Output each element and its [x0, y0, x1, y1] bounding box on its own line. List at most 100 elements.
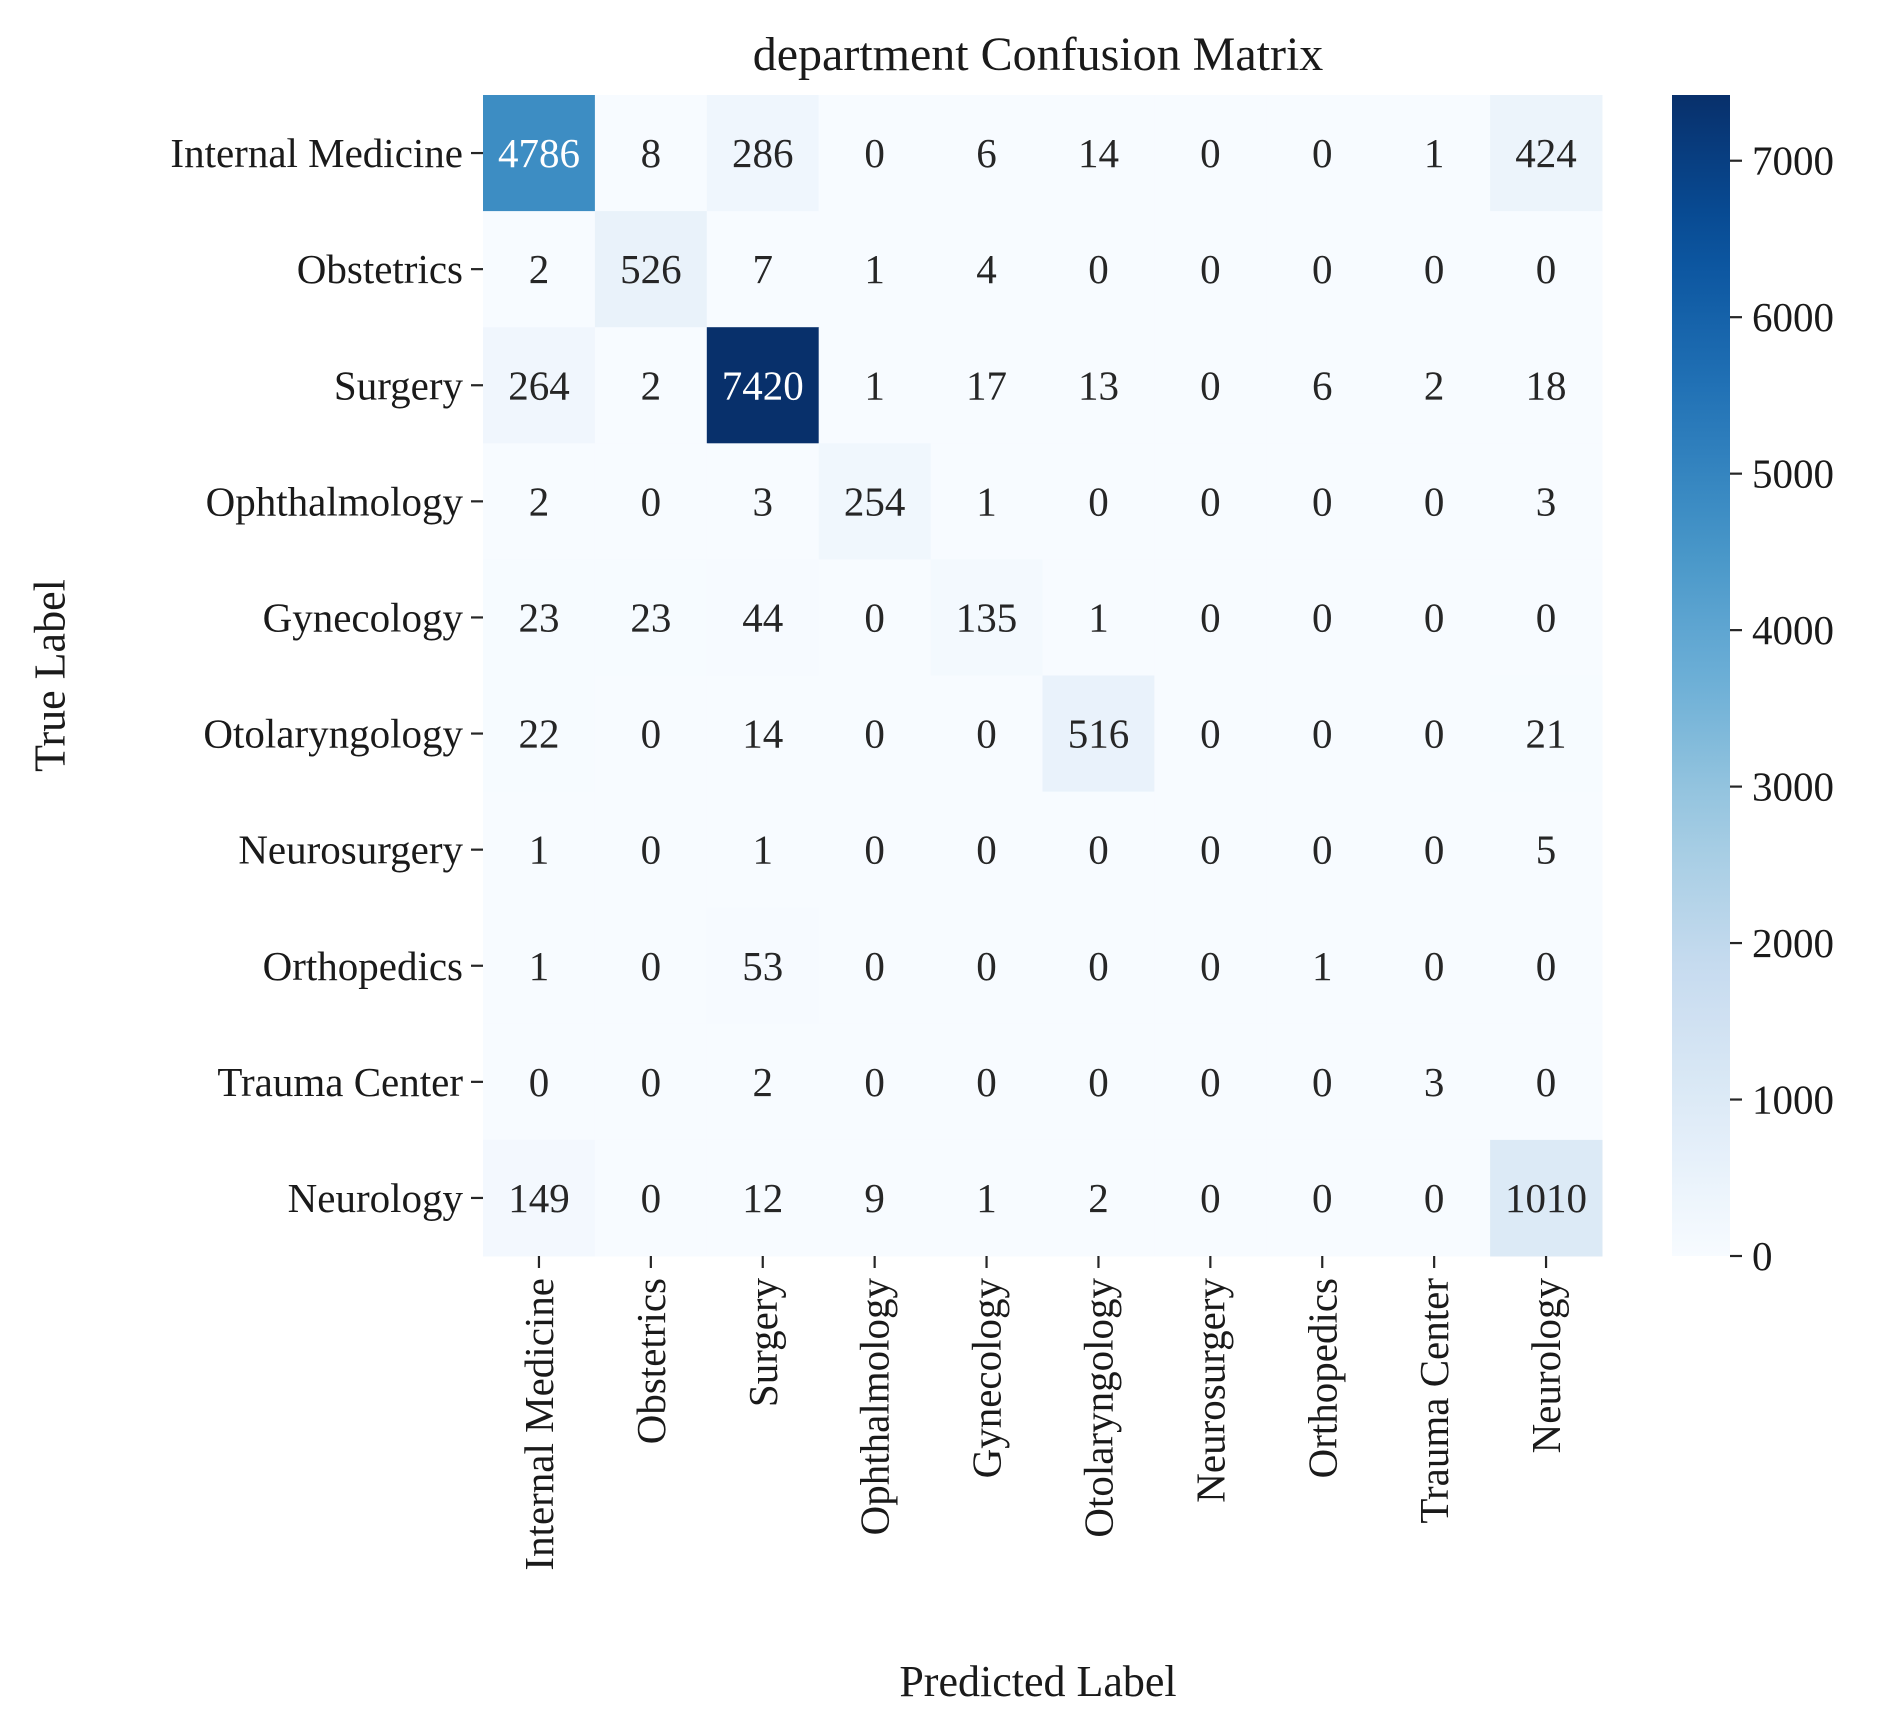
cell-value-label: 0: [641, 1059, 662, 1105]
cell-value-label: 13: [1078, 362, 1119, 408]
heatmap-cell: [706, 907, 820, 1025]
heatmap-cell: [818, 791, 932, 909]
heatmap-cell: [1042, 443, 1155, 560]
heatmap-cell: [1042, 907, 1155, 1025]
cell-value-label: 1: [753, 827, 774, 873]
heatmap-cell: [1266, 675, 1379, 793]
cell-value-label: 0: [1088, 827, 1109, 873]
cell-value-label: 0: [1424, 594, 1445, 640]
cell-value-label: 22: [518, 711, 559, 757]
cell-value-label: 0: [976, 1059, 997, 1105]
cell-value-label: 0: [1424, 478, 1445, 524]
heatmap-cell: [1154, 1023, 1267, 1141]
heatmap-cell: [930, 1139, 1043, 1257]
x-tick-label: Surgery: [740, 1278, 786, 1408]
cell-value-label: 424: [1515, 130, 1577, 176]
cell-value-label: 17: [966, 362, 1007, 408]
heatmap-cell: [594, 791, 708, 909]
cell-value-label: 0: [1536, 594, 1557, 640]
cell-value-label: 0: [1088, 478, 1109, 524]
cell-value-label: 0: [864, 711, 885, 757]
y-tick-label: Trauma Center: [217, 1059, 463, 1105]
heatmap-cell: [706, 95, 820, 212]
heatmap-cell: [930, 1023, 1043, 1141]
heatmap-cell: [1266, 559, 1379, 676]
cell-value-label: 0: [864, 130, 885, 176]
cell-value-label: 6: [1312, 362, 1333, 408]
colorbar-tick-label: 3000: [1752, 764, 1834, 810]
heatmap-cell: [930, 95, 1043, 212]
y-tick-label: Internal Medicine: [170, 130, 463, 176]
heatmap-cell: [930, 443, 1043, 560]
heatmap-cell: [1490, 675, 1603, 793]
heatmap-cell: [483, 559, 596, 676]
heatmap-cell: [818, 675, 932, 793]
heatmap-cell: [1042, 559, 1155, 676]
heatmap-cell: [818, 211, 932, 328]
heatmap-cell: [483, 443, 596, 560]
cell-value-label: 6: [976, 130, 997, 176]
cell-value-label: 0: [1312, 478, 1333, 524]
heatmap-cell: [818, 907, 932, 1025]
cell-value-label: 0: [1200, 943, 1221, 989]
cell-value-label: 53: [742, 943, 783, 989]
cell-value-label: 0: [641, 827, 662, 873]
cell-value-label: 0: [1424, 1175, 1445, 1221]
heatmap-cell: [930, 559, 1043, 676]
cell-value-label: 0: [1536, 943, 1557, 989]
cell-value-label: 516: [1068, 711, 1130, 757]
cell-value-label: 8: [641, 130, 662, 176]
colorbar-tick-label: 1000: [1752, 1077, 1834, 1123]
cell-value-label: 0: [641, 478, 662, 524]
y-tick-label: Neurosurgery: [238, 827, 463, 873]
heatmap-cell: [1490, 1139, 1603, 1257]
heatmap-cell: [706, 1023, 820, 1141]
cell-value-label: 0: [1088, 246, 1109, 292]
cell-value-label: 0: [1088, 1059, 1109, 1105]
heatmap-cell: [1154, 791, 1267, 909]
cell-value-label: 0: [1200, 827, 1221, 873]
colorbar-tick-label: 6000: [1752, 294, 1834, 340]
heatmap-cell: [1378, 675, 1491, 793]
heatmap-cell: [818, 1023, 932, 1141]
y-tick-label: Obstetrics: [297, 246, 463, 292]
x-tick-label: Orthopedics: [1299, 1278, 1345, 1478]
cell-value-label: 0: [1200, 362, 1221, 408]
y-tick-label: Ophthalmology: [206, 478, 464, 524]
heatmap-cell: [594, 675, 708, 793]
cell-value-label: 0: [1200, 711, 1221, 757]
y-tick-label: Neurology: [288, 1175, 464, 1221]
heatmap-cell: [706, 791, 820, 909]
heatmap-cell: [1266, 1139, 1379, 1257]
heatmap-cell: [1378, 443, 1491, 560]
heatmap-cell: [1266, 791, 1379, 909]
colorbar-tick-label: 5000: [1752, 451, 1834, 497]
cell-value-label: 526: [620, 246, 682, 292]
cell-value-label: 1010: [1505, 1175, 1587, 1221]
cell-value-label: 1: [529, 827, 550, 873]
cell-value-label: 0: [1424, 711, 1445, 757]
x-tick-label: Otolaryngology: [1075, 1278, 1121, 1538]
heatmap-cell: [1378, 1139, 1491, 1257]
heatmap-cell: [1378, 211, 1491, 328]
heatmap-cell: [594, 327, 708, 444]
cell-value-label: 7: [753, 246, 774, 292]
heatmap-cell: [1154, 443, 1267, 560]
cell-value-label: 0: [1200, 478, 1221, 524]
heatmap-cell: [930, 675, 1043, 793]
cell-value-label: 3: [753, 478, 774, 524]
heatmap-cells: [483, 95, 1603, 1257]
cell-value-label: 18: [1526, 362, 1567, 408]
cell-value-label: 0: [1200, 130, 1221, 176]
cell-value-label: 4786: [498, 130, 580, 176]
heatmap-cell: [706, 327, 820, 444]
heatmap-cell: [1490, 95, 1603, 212]
heatmap-cell: [706, 675, 820, 793]
cell-value-label: 0: [1424, 827, 1445, 873]
cell-value-label: 0: [1536, 1059, 1557, 1105]
colorbar-gradient: [1672, 95, 1730, 1256]
cell-value-label: 1: [1088, 594, 1109, 640]
colorbar-tick-label: 2000: [1752, 920, 1834, 966]
heatmap-cell: [1042, 211, 1155, 328]
